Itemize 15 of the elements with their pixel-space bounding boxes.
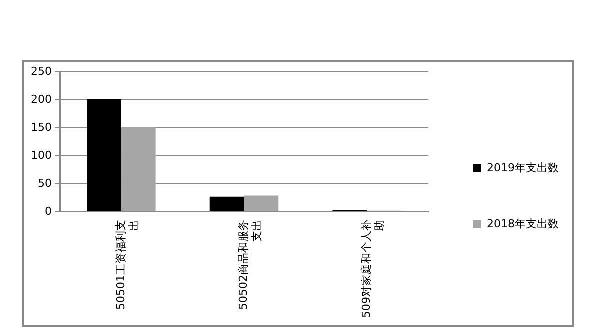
- y-tick-label: 200: [30, 92, 52, 106]
- y-tick-label: 250: [30, 64, 52, 78]
- legend-label: 2019年支出数: [487, 161, 559, 174]
- bar: [121, 127, 156, 212]
- bar: [244, 196, 279, 212]
- x-tick-label: 50501工资福利支出: [114, 220, 140, 310]
- bar: [210, 196, 244, 212]
- bar: [87, 99, 122, 212]
- y-tick-label: 150: [30, 120, 52, 134]
- y-tick-label: 50: [38, 176, 52, 190]
- x-tick-label: 509对家庭和个人补助: [360, 220, 386, 318]
- legend-label: 2018年支出数: [487, 217, 559, 230]
- y-tick-label: 100: [30, 148, 52, 162]
- x-tick-label: 50502商品和服务支出: [237, 220, 264, 310]
- y-tick-label: 0: [44, 204, 52, 218]
